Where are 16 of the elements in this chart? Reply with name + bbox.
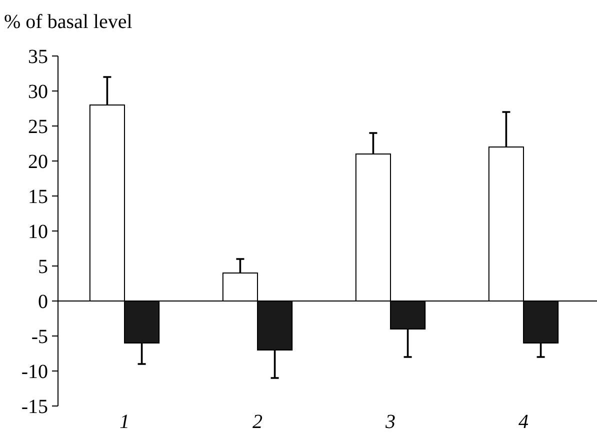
y-tick-label: 35 [28, 46, 48, 68]
y-tick-label: -15 [21, 396, 48, 418]
y-tick-label: 20 [28, 151, 48, 173]
x-tick-label: 1 [120, 411, 130, 433]
x-tick-label: 2 [252, 411, 262, 433]
y-tick-label: -5 [31, 326, 48, 348]
x-tick-label: 3 [384, 411, 396, 433]
y-tick-label: -10 [21, 361, 48, 383]
y-tick-label: 10 [28, 221, 48, 243]
y-tick-label: 15 [28, 186, 48, 208]
y-tick-label: 25 [28, 116, 48, 138]
y-tick-label: 0 [38, 291, 48, 313]
x-tick-label: 4 [518, 411, 528, 433]
y-axis-title: % of basal level [4, 11, 133, 33]
y-tick-label: 5 [38, 256, 48, 278]
y-tick-label: 30 [28, 81, 48, 103]
